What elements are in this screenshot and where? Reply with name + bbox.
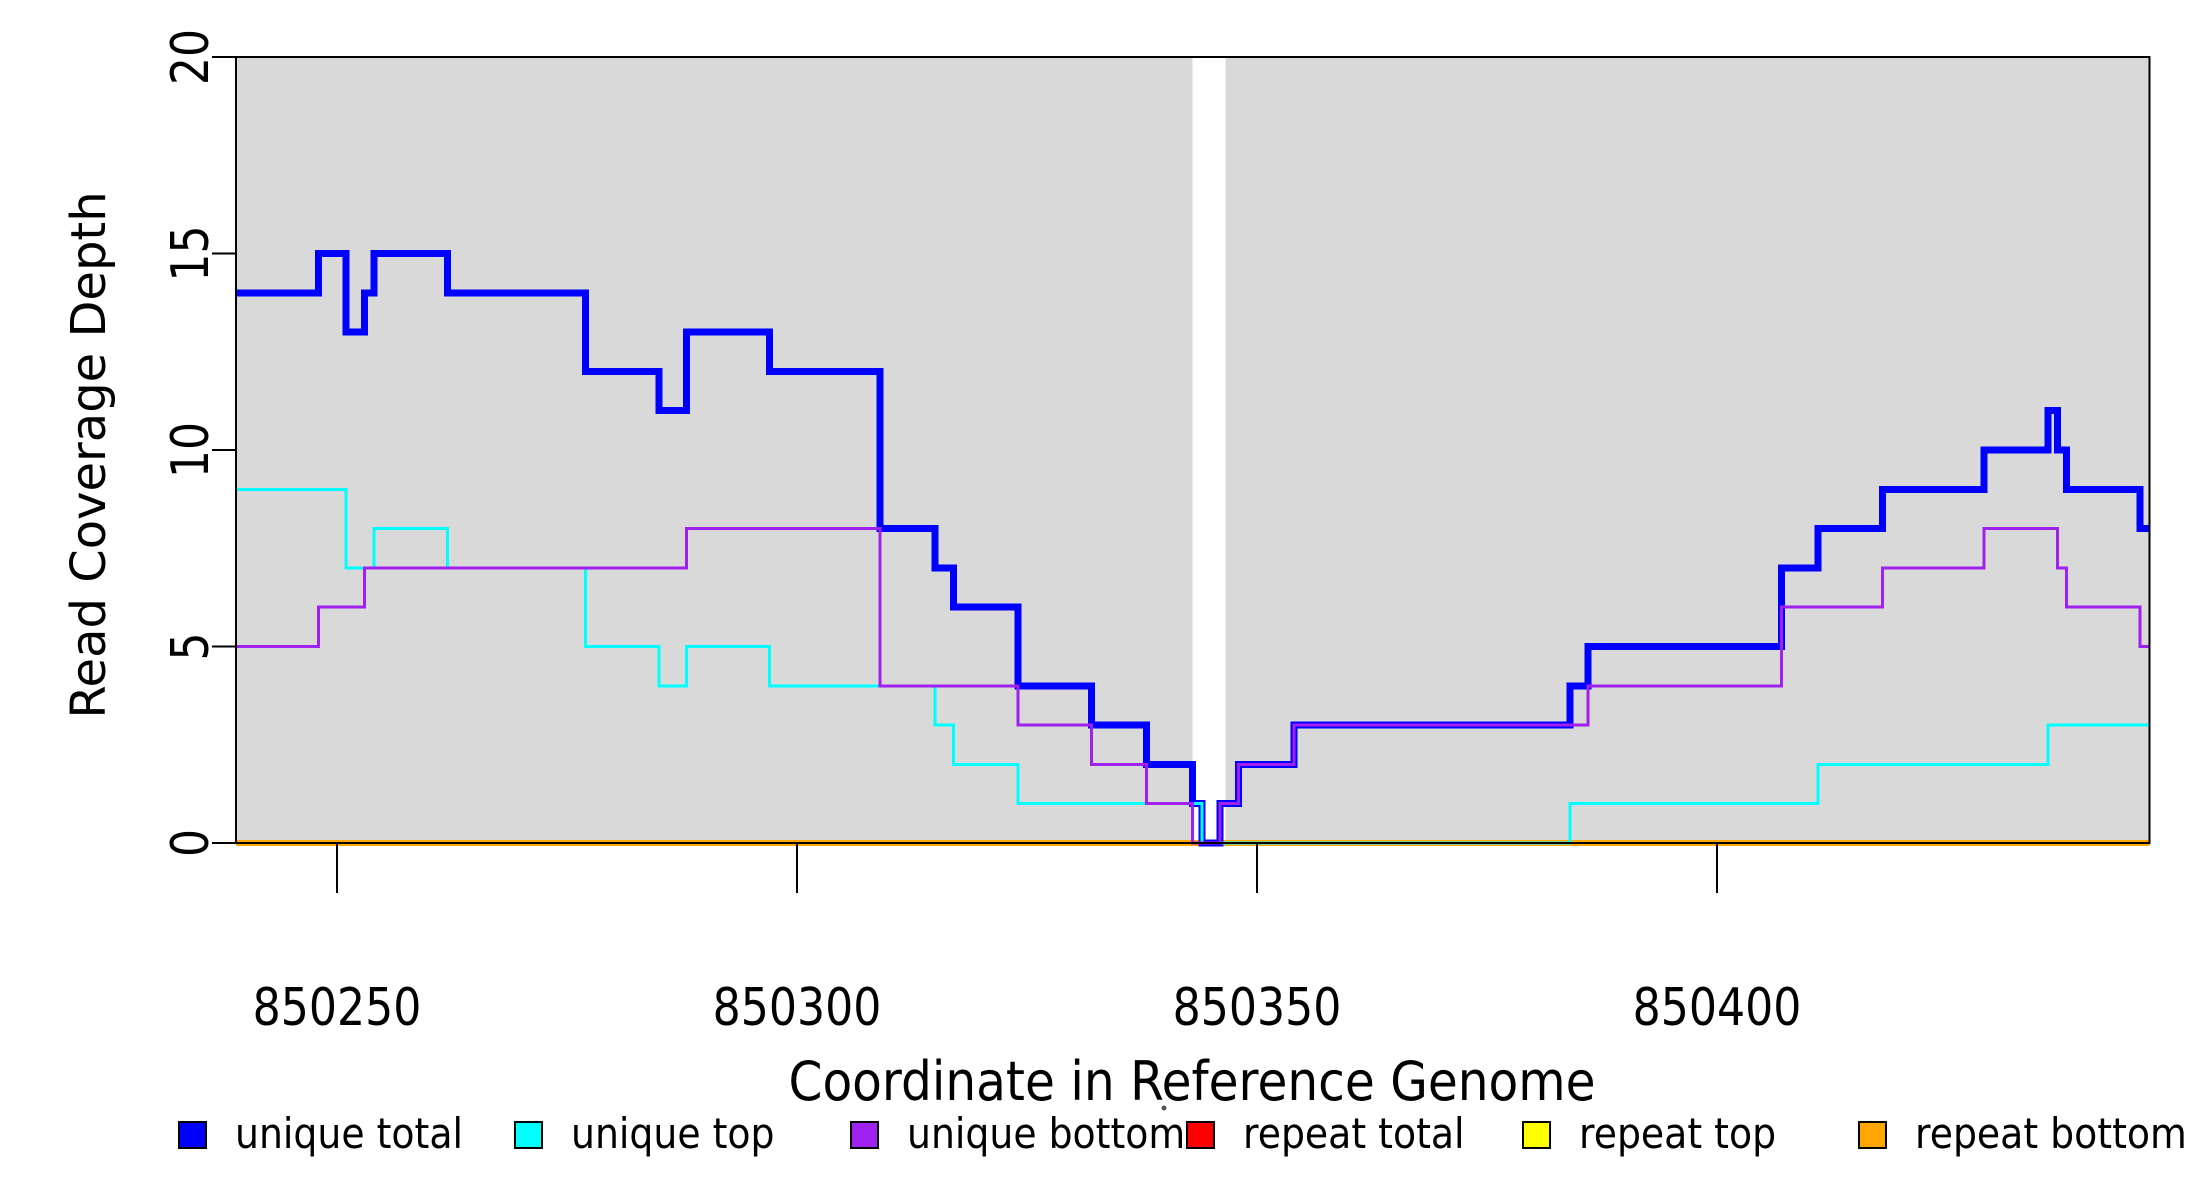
y-axis: 0 5 10 15 20 Read Coverage Depth (61, 29, 236, 857)
zero-coverage-gap-band (1192, 57, 1226, 843)
legend-swatch-repeat-total (1186, 1121, 1215, 1149)
series-line-unique-total (235, 250, 2150, 847)
x-tick-label: 850250 (253, 978, 422, 1038)
y-axis-title: Read Coverage Depth (61, 191, 117, 718)
legend-swatch-repeat-bottom (1858, 1121, 1887, 1149)
legend-artifact-dot (1161, 1105, 1167, 1111)
x-tick-label: 850300 (713, 978, 882, 1038)
y-tick-label: 20 (161, 29, 221, 85)
legend-swatch-unique-bottom (850, 1121, 879, 1149)
y-tick-label: 10 (161, 422, 221, 478)
legend: unique total unique top unique bottom repea… (178, 1105, 2187, 1159)
series-line-unique-top (235, 487, 2150, 845)
y-tick-label: 15 (161, 225, 221, 281)
series-line-unique-bottom (235, 527, 2150, 845)
legend-label-unique-bottom: unique bottom (907, 1110, 1185, 1158)
legend-swatch-unique-top (514, 1121, 543, 1149)
x-tick-label: 850400 (1633, 978, 1802, 1038)
y-tick-label: 5 (161, 632, 221, 660)
x-axis: 850250 850300 850350 850400 Coordinate in Re… (253, 843, 1802, 1114)
legend-label-repeat-total: repeat total (1243, 1110, 1465, 1158)
legend-label-unique-total: unique total (235, 1110, 463, 1158)
y-tick-label: 0 (161, 829, 221, 857)
x-tick-label: 850350 (1173, 978, 1342, 1038)
legend-swatch-repeat-top (1522, 1121, 1551, 1149)
legend-label-unique-top: unique top (571, 1110, 774, 1158)
legend-label-repeat-top: repeat top (1579, 1110, 1776, 1158)
x-axis-title: Coordinate in Reference Genome (789, 1051, 1596, 1114)
legend-swatch-unique-total (178, 1121, 207, 1149)
legend-label-repeat-bottom: repeat bottom (1915, 1110, 2187, 1158)
